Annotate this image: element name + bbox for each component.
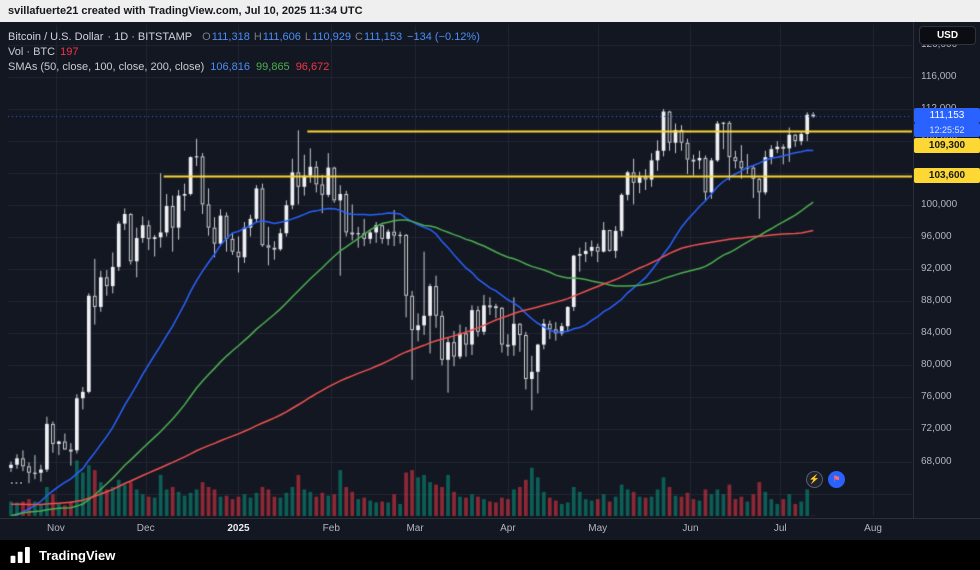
tradingview-link[interactable]: TradingView — [10, 547, 115, 563]
symbol-meta: · 1D · BITSTAMP — [107, 31, 193, 43]
price-scale-label: 76,000 — [921, 391, 952, 403]
legend-more-ellipsis[interactable]: ... — [10, 472, 24, 487]
ohlc-low-value: 110,929 — [312, 31, 351, 43]
tradingview-brand: TradingView — [39, 547, 116, 563]
tradingview-logo-icon — [10, 547, 30, 563]
ohlc-high-value: 111,606 — [262, 31, 301, 43]
time-axis-label: Aug — [864, 523, 882, 534]
countdown-badge: 12:25:52 — [914, 123, 980, 137]
time-axis-label: 2025 — [227, 523, 250, 534]
price-chart[interactable] — [0, 22, 980, 518]
sma-value: 106,816 — [210, 61, 251, 73]
bottom-bar: TradingView — [0, 540, 980, 570]
usd-currency-button[interactable]: USD — [919, 26, 976, 45]
price-scale-label: 84,000 — [921, 327, 952, 339]
ohlc-low-label: L — [304, 31, 312, 43]
lightning-event-icon[interactable]: ⚡ — [806, 471, 823, 488]
volume-value: 197 — [60, 46, 79, 58]
sma-title: SMAs (50, close, 100, close, 200, close) — [8, 61, 205, 73]
ohlc-close-value: 111,153 — [363, 31, 403, 43]
price-scale-label: 68,000 — [921, 455, 952, 467]
price-scale-label: 92,000 — [921, 263, 952, 275]
time-axis-label: Dec — [136, 523, 155, 534]
price-scale-label: 80,000 — [921, 359, 952, 371]
price-scale-label: 116,000 — [921, 71, 957, 83]
price-scale-label: 88,000 — [921, 295, 952, 307]
price-scale-label: 72,000 — [921, 423, 952, 435]
time-axis-label: Feb — [322, 523, 340, 534]
price-scale-label: 96,000 — [921, 231, 952, 243]
time-axis-label: Jun — [682, 523, 699, 534]
symbol-title[interactable]: Bitcoin / U.S. Dollar — [8, 31, 104, 43]
chart-region: Bitcoin / U.S. Dollar · 1D · BITSTAMP O111… — [0, 22, 980, 540]
event-markers: ⚡ ⚑ — [806, 471, 845, 488]
time-axis-label: Jul — [773, 523, 787, 534]
chart-legend: Bitcoin / U.S. Dollar · 1D · BITSTAMP O111… — [8, 30, 480, 75]
sma-value: 99,865 — [256, 61, 290, 73]
attribution-bar: svillafuerte21 created with TradingView.… — [0, 0, 980, 22]
volume-legend-row[interactable]: Vol · BTC 197 — [8, 45, 480, 60]
level-badge-1: 103,600 — [914, 168, 980, 183]
price-scale-label: 100,000 — [921, 199, 958, 211]
symbol-legend-row[interactable]: Bitcoin / U.S. Dollar · 1D · BITSTAMP O111… — [8, 30, 480, 45]
time-axis-label: May — [588, 523, 608, 534]
ohlc-open-label: O — [202, 31, 211, 43]
last-price-badge: 111,153 — [914, 108, 980, 123]
price-scale[interactable]: USD 68,000 72,000 76,000 80,000 84,000 88,000… — [913, 22, 980, 518]
ohlc-high-label: H — [253, 31, 262, 43]
time-axis-label: Nov — [46, 523, 65, 534]
volume-title: Vol · BTC — [8, 46, 56, 58]
sma-legend-row[interactable]: SMAs (50, close, 100, close, 200, close)… — [8, 60, 480, 75]
ohlc-open-value: 111,318 — [211, 31, 250, 43]
level-badge-0: 109,300 — [914, 138, 980, 153]
ohlc-close-label: C — [355, 31, 363, 43]
time-axis-label: Apr — [500, 523, 516, 534]
time-axis-label: Mar — [406, 523, 424, 534]
sma-value: 96,672 — [295, 61, 330, 73]
flag-event-icon[interactable]: ⚑ — [828, 471, 845, 488]
change-value: −134 (−0.12%) — [407, 31, 480, 43]
time-axis[interactable]: Nov Dec 2025 Feb Mar Apr May Jun Jul Aug — [0, 518, 980, 540]
